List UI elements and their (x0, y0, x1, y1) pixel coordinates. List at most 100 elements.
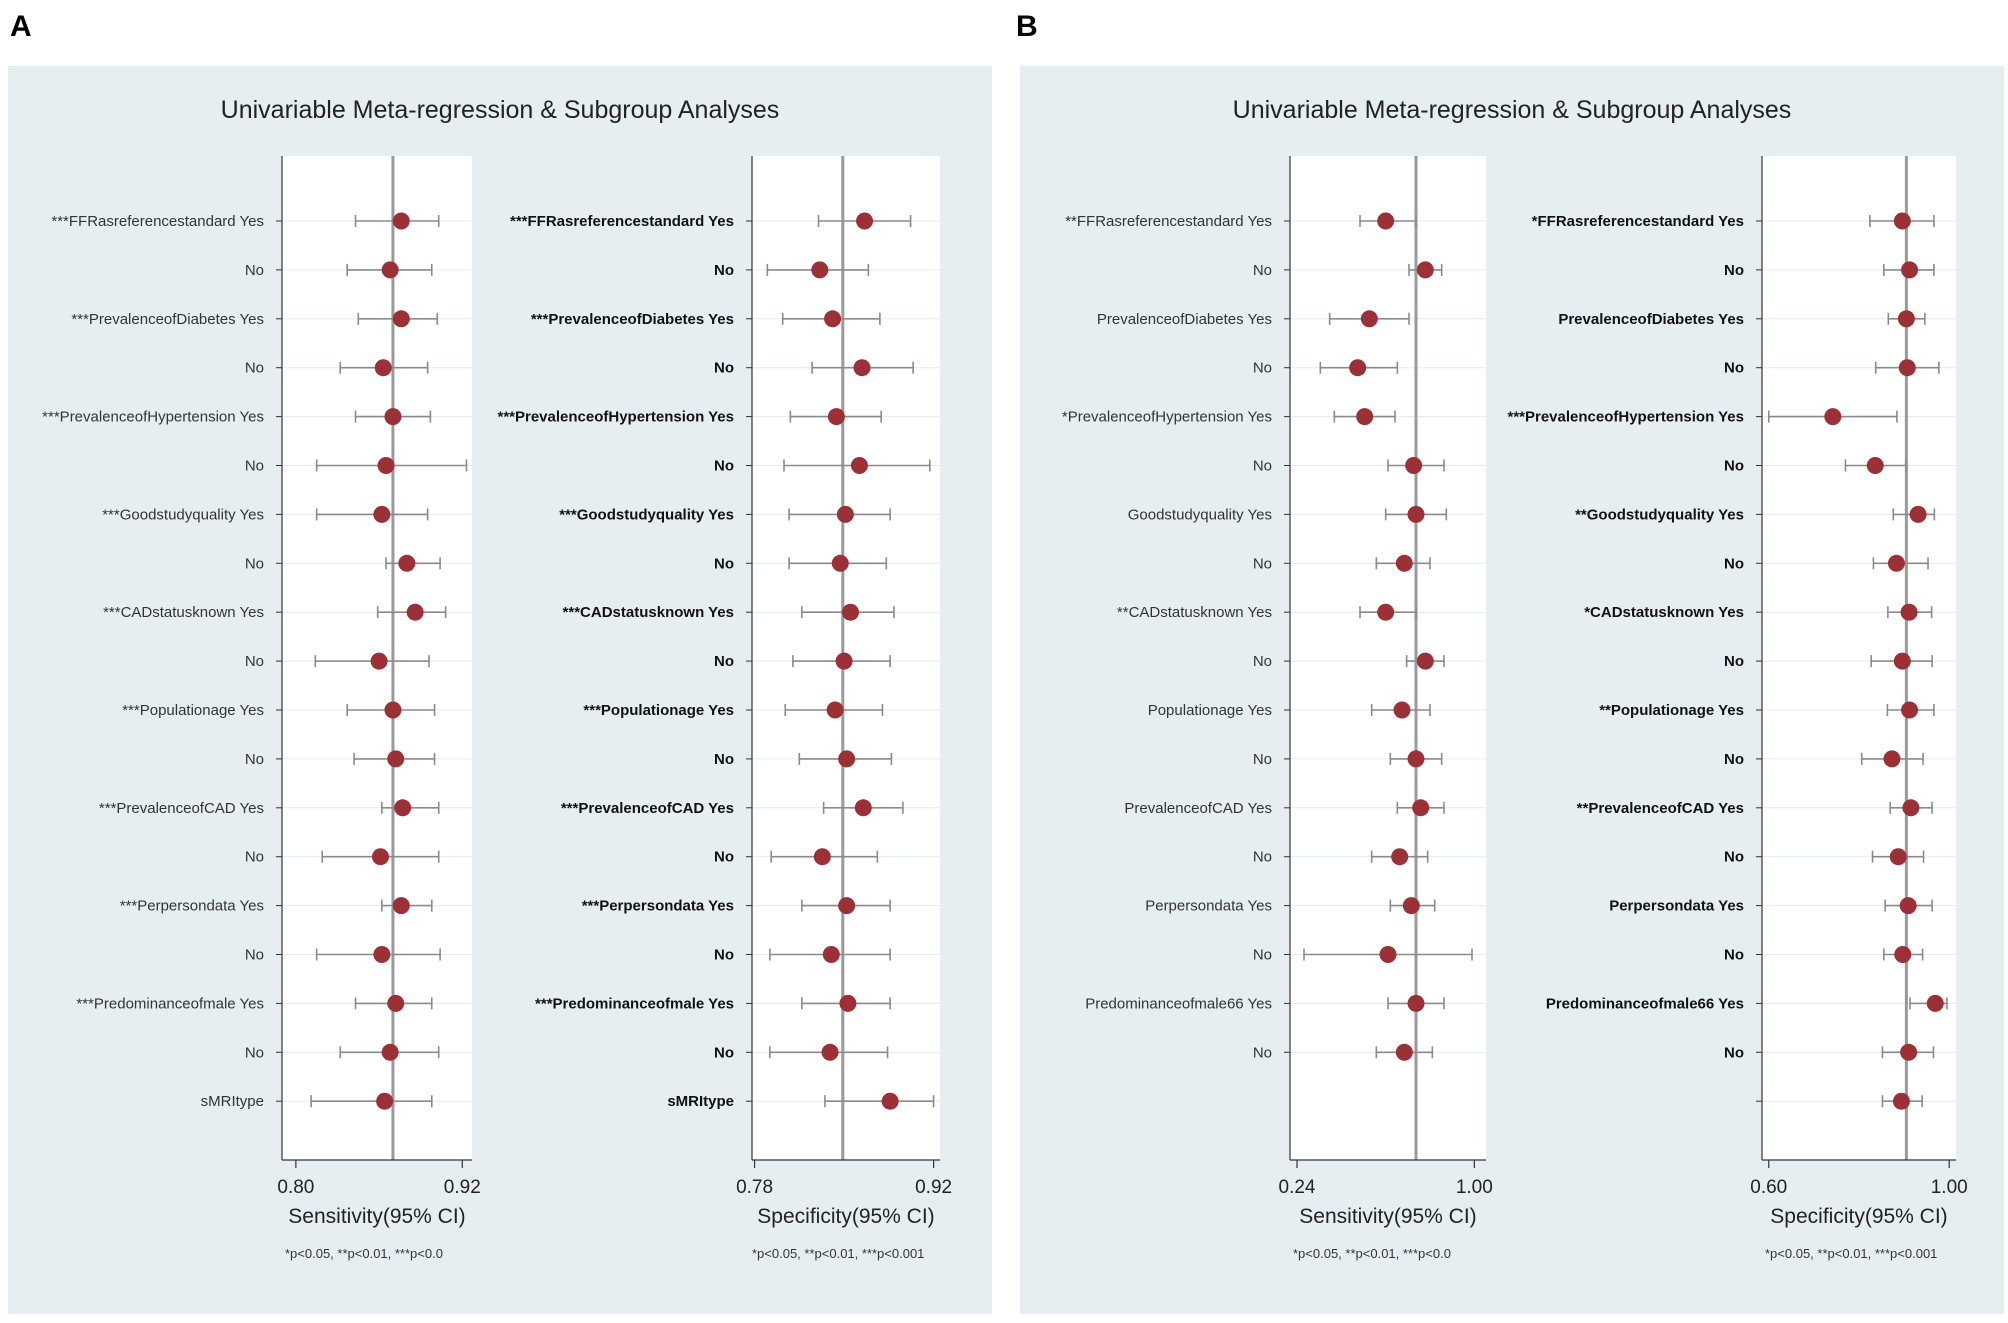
point-estimate (1889, 848, 1907, 866)
point-estimate (1894, 946, 1912, 963)
row-label: Perpersondata Yes (1609, 898, 1744, 915)
point-estimate (387, 750, 405, 768)
point-estimate (836, 505, 854, 523)
point-estimate (1407, 994, 1425, 1012)
point-estimate (1391, 848, 1409, 866)
row-label: sMRItype (667, 1093, 734, 1110)
point-estimate (822, 946, 840, 963)
point-estimate (1407, 750, 1425, 768)
point-estimate (381, 1043, 399, 1061)
point-estimate (838, 897, 856, 915)
point-estimate (1897, 310, 1915, 328)
panel-b-sens-plot: 0.24 1.00 Sensitivity(95% CI) **FFRasrefere… (1062, 156, 1493, 1228)
point-estimate (377, 457, 395, 474)
row-label: ***FFRasreferencestandard Yes (510, 213, 734, 230)
row-label: PrevalenceofDiabetes Yes (1558, 311, 1744, 328)
row-label: ***PrevalenceofCAD Yes (99, 800, 264, 817)
x-tick-label: 0.78 (736, 1177, 773, 1198)
row-label: No (714, 262, 734, 279)
point-estimate (371, 848, 389, 866)
point-estimate (831, 554, 849, 572)
row-label: No (714, 947, 734, 964)
row-label: No (714, 1044, 734, 1061)
row-label: ***PrevalenceofHypertension Yes (497, 409, 734, 426)
point-estimate (1887, 554, 1905, 572)
row-label: No (245, 262, 264, 279)
panel-a-sens-plot: 0.80 0.92 Sensitivity(95% CI) ***FFRasrefer… (42, 156, 481, 1228)
row-label: ***FFRasreferencestandard Yes (51, 213, 264, 230)
point-estimate (398, 554, 416, 572)
panel-b-letter: B (1016, 10, 1038, 43)
row-label: No (1253, 751, 1272, 768)
point-estimate (406, 603, 424, 621)
row-label: *PrevalenceofHypertension Yes (1062, 409, 1272, 426)
row-label: No (245, 1044, 264, 1061)
row-label: ***Predominanceofmale Yes (535, 995, 734, 1012)
point-estimate (1901, 701, 1919, 719)
point-estimate (1356, 408, 1374, 426)
panel-a-sens-x-axis-label: Sensitivity(95% CI) (288, 1205, 465, 1228)
row-label: No (1253, 458, 1272, 475)
point-estimate (841, 603, 859, 621)
row-label: No (245, 458, 264, 475)
row-label: No (1724, 458, 1744, 475)
point-estimate (370, 652, 388, 670)
point-estimate (1416, 261, 1434, 279)
point-estimate (839, 994, 857, 1012)
row-label: *CADstatusknown Yes (1584, 604, 1744, 621)
row-label: ***PrevalenceofHypertension Yes (42, 409, 264, 426)
x-tick-label: 0.24 (1279, 1177, 1316, 1198)
row-label: ***Predominanceofmale Yes (76, 995, 264, 1012)
row-label: No (1253, 555, 1272, 572)
row-label: ***PrevalenceofHypertension Yes (1507, 409, 1744, 426)
panel-b-sens-plot-area (1290, 156, 1486, 1160)
point-estimate (374, 359, 392, 377)
row-label: No (1724, 947, 1744, 964)
point-estimate (394, 799, 412, 817)
row-label: ***PrevalenceofDiabetes Yes (531, 311, 734, 328)
panel-a-sens-footnote: *p<0.05, **p<0.01, ***p<0.0 (285, 1246, 443, 1261)
point-estimate (387, 994, 405, 1012)
row-label: No (1724, 360, 1744, 377)
x-tick-label: 0.92 (915, 1177, 952, 1198)
point-estimate (384, 408, 402, 426)
point-estimate (838, 750, 856, 768)
point-estimate (381, 261, 399, 279)
row-label: No (1253, 653, 1272, 670)
point-estimate (1405, 457, 1423, 474)
row-label: No (1253, 262, 1272, 279)
row-label: PrevalenceofCAD Yes (1124, 800, 1272, 817)
row-label: ***Perpersondata Yes (582, 898, 734, 915)
row-label: **Populationage Yes (1599, 702, 1744, 719)
point-estimate (1402, 897, 1420, 915)
point-estimate (1898, 359, 1916, 377)
panel-b-title: Univariable Meta-regression & Subgroup A… (1233, 96, 1792, 124)
point-estimate (850, 457, 868, 474)
point-estimate (826, 701, 844, 719)
point-estimate (1379, 946, 1397, 963)
row-label: *FFRasreferencestandard Yes (1532, 213, 1744, 230)
point-estimate (1416, 652, 1434, 670)
row-label: Predominanceofmale66 Yes (1546, 995, 1744, 1012)
row-label: No (245, 947, 264, 964)
row-label: ***CADstatusknown Yes (563, 604, 734, 621)
panel-b-spec-plot-area (1762, 156, 1956, 1160)
panel-b-sens-x-axis-label: Sensitivity(95% CI) (1299, 1205, 1476, 1228)
point-estimate (1900, 603, 1918, 621)
point-estimate (1395, 1043, 1413, 1061)
row-label: Goodstudyquality Yes (1128, 506, 1272, 523)
row-label: ***Goodstudyquality Yes (559, 506, 734, 523)
row-label: Predominanceofmale66 Yes (1085, 995, 1272, 1012)
x-tick-label: 1.00 (1456, 1177, 1493, 1198)
point-estimate (1926, 994, 1944, 1012)
point-estimate (1412, 799, 1430, 817)
point-estimate (1883, 750, 1901, 768)
point-estimate (1393, 701, 1411, 719)
row-label: **FFRasreferencestandard Yes (1065, 213, 1272, 230)
row-label: PrevalenceofDiabetes Yes (1097, 311, 1272, 328)
row-label: No (714, 458, 734, 475)
row-label: No (714, 653, 734, 670)
row-label: ***Populationage Yes (583, 702, 734, 719)
point-estimate (824, 310, 842, 328)
